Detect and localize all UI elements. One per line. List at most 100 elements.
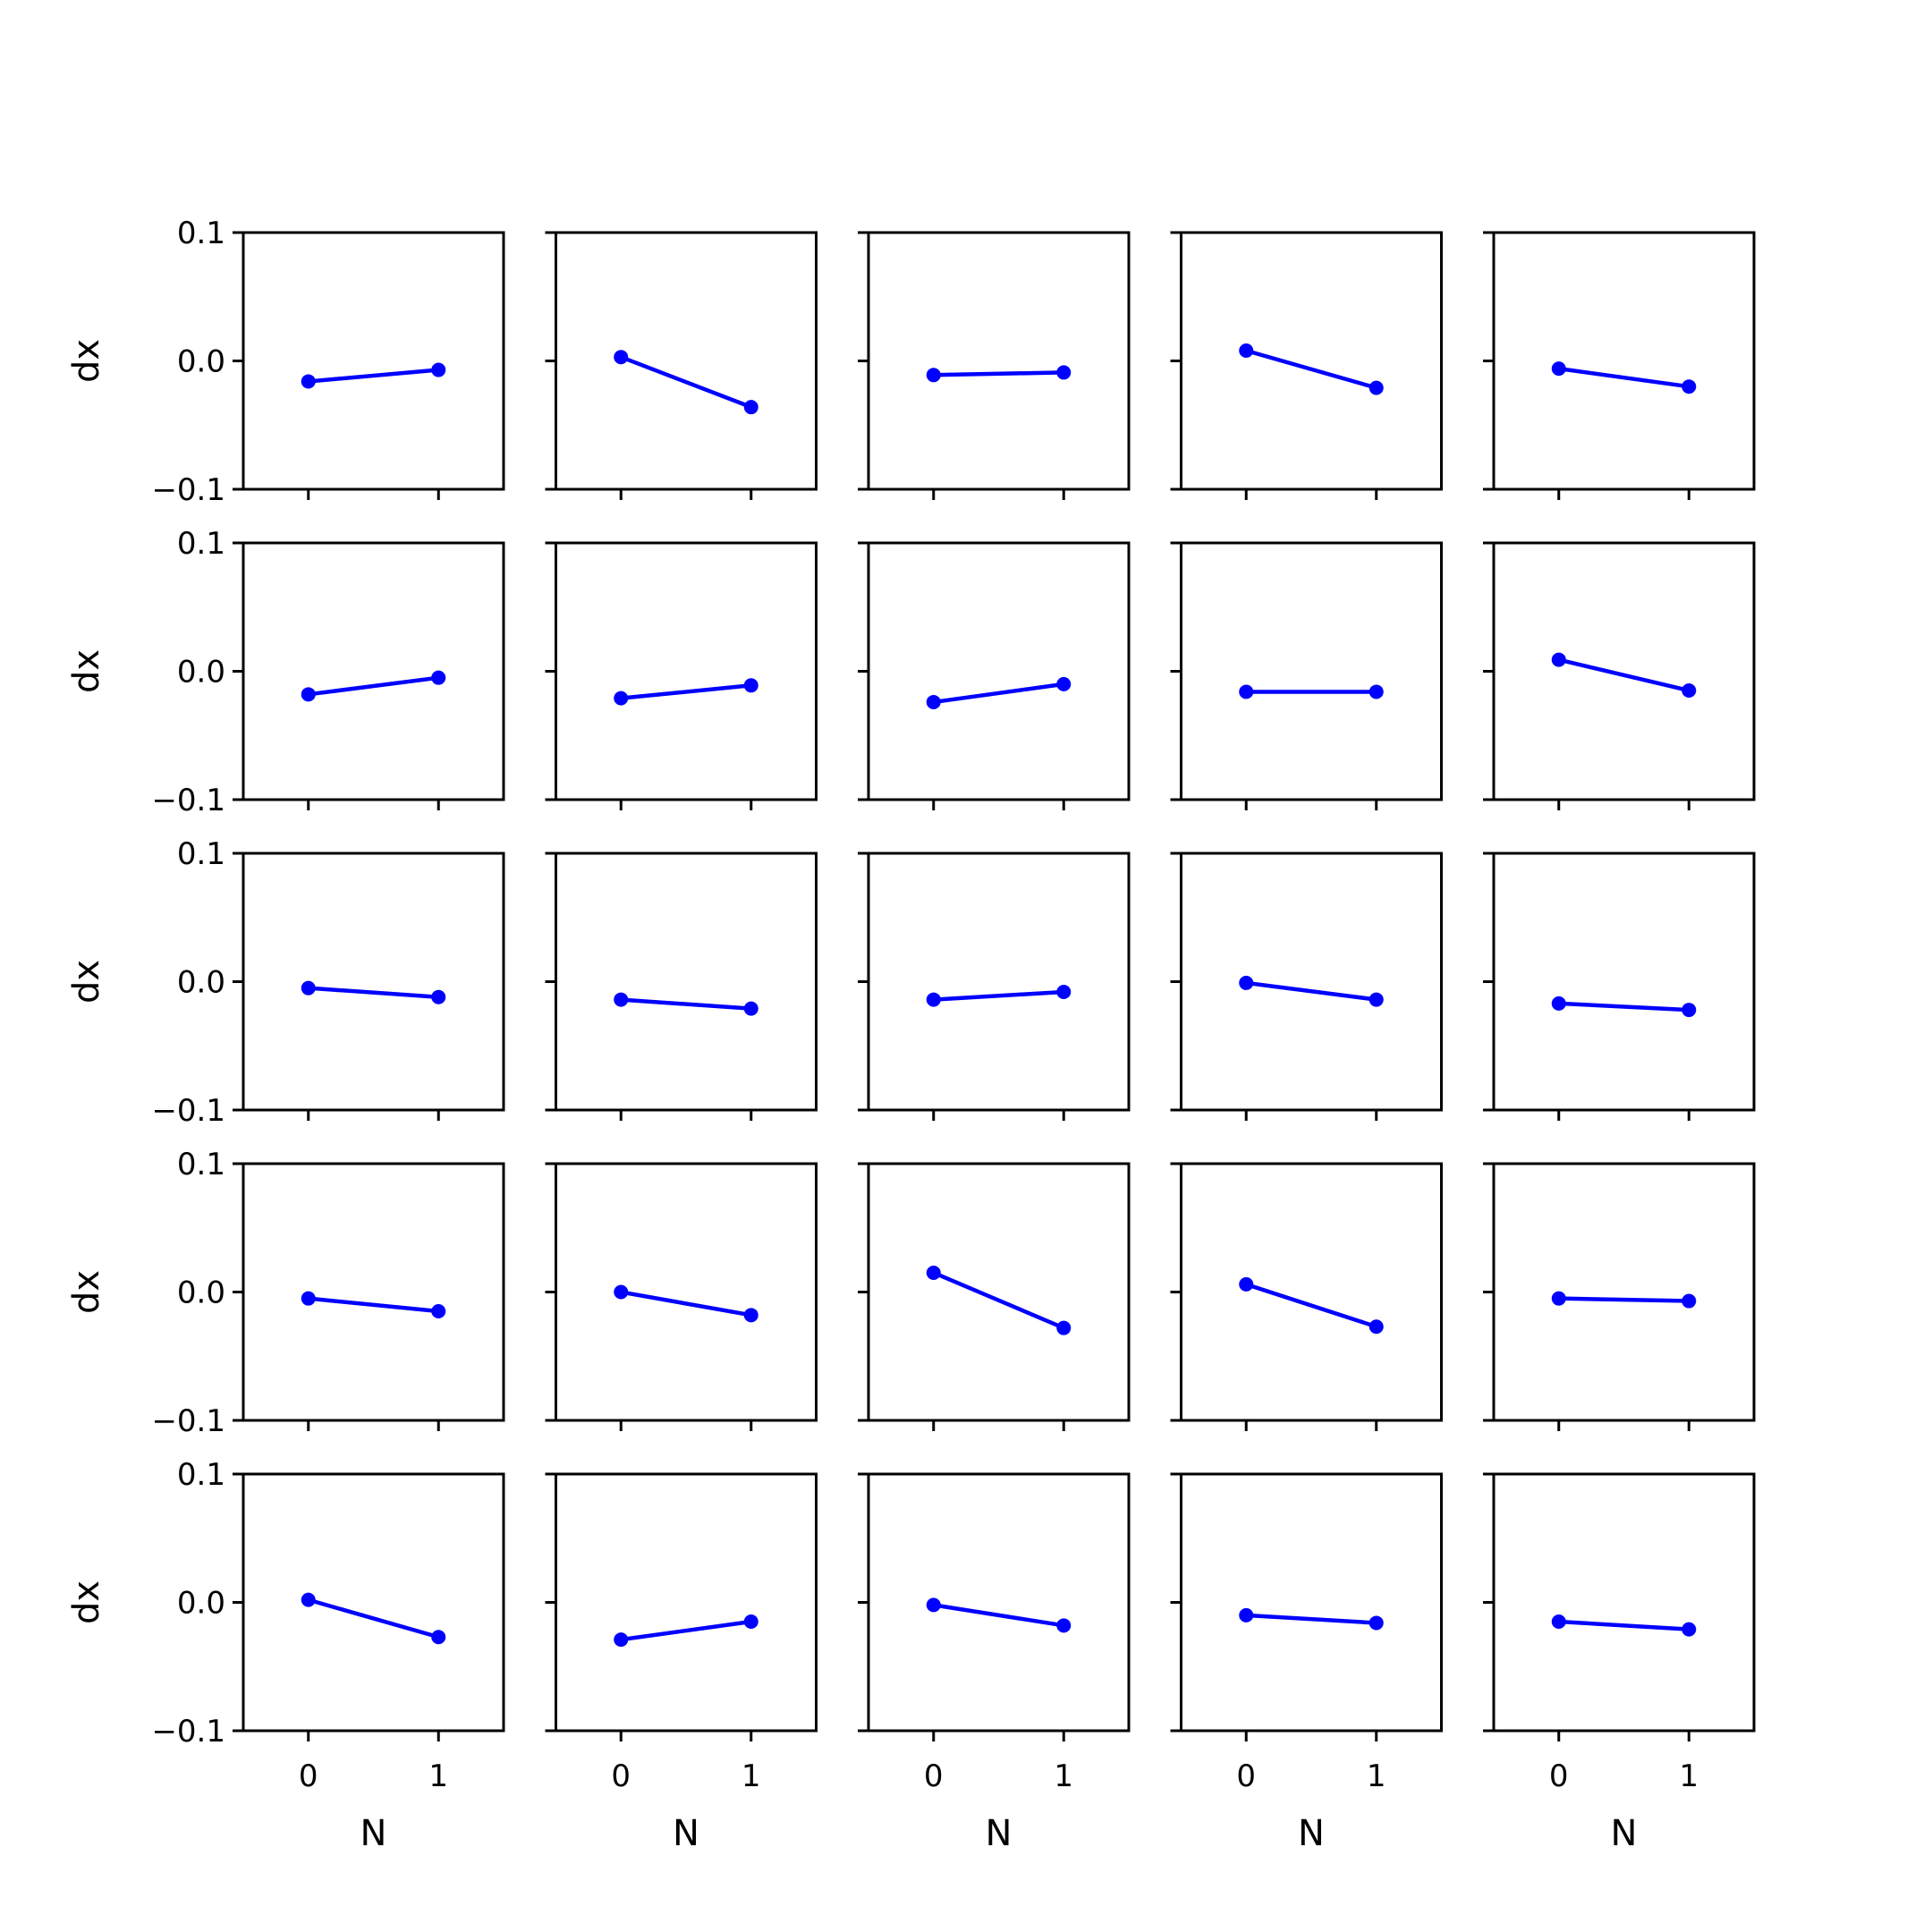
y-tick-label: −0.1 [151, 1403, 225, 1439]
data-point [614, 1632, 629, 1648]
data-point [1368, 380, 1384, 395]
y-tick-label: 0.0 [177, 1586, 225, 1622]
x-tick-label: 1 [1367, 1758, 1386, 1794]
series-line [931, 1603, 1066, 1628]
data-point [743, 1308, 758, 1323]
data-point [926, 1597, 941, 1613]
data-point [1368, 1615, 1384, 1631]
series-line [931, 989, 1066, 1002]
data-point [743, 400, 758, 415]
plot-frame [1492, 852, 1756, 1112]
subplot-r5-c4: 0 1 N [1170, 1472, 1443, 1854]
y-tick-label: 0.0 [177, 344, 225, 380]
plot-frame [867, 1472, 1131, 1733]
data-point [1682, 1003, 1697, 1018]
x-tick-label: 0 [611, 1758, 631, 1794]
subplot-r2-c3 [858, 541, 1131, 810]
series-line [306, 1296, 441, 1314]
data-point [926, 992, 941, 1007]
x-tick-label: 1 [741, 1758, 761, 1794]
subplot-r4-c5 [1483, 1162, 1756, 1431]
series-line [1556, 657, 1691, 693]
data-point [926, 694, 941, 709]
subplot-r1-c1: −0.1 0.0 0.1 dx [66, 216, 505, 508]
plot-frame [1492, 1162, 1756, 1422]
y-tick-label: −0.1 [151, 1714, 225, 1750]
data-point [1239, 1276, 1254, 1292]
plot-frame [867, 852, 1131, 1112]
subplot-r1-c3 [858, 231, 1131, 500]
y-axis-label: dx [66, 1270, 107, 1314]
y-axis-label: dx [66, 960, 107, 1004]
subplot-r1-c2 [545, 231, 818, 500]
plot-frame [242, 1472, 505, 1733]
data-point [1551, 361, 1566, 377]
subplot-r5-c5: 0 1 N [1483, 1472, 1756, 1854]
series-line [619, 1619, 753, 1642]
subplot-r4-c4 [1170, 1162, 1443, 1431]
x-axis-label: N [360, 1813, 387, 1854]
data-point [1551, 1614, 1566, 1630]
plot-frame [242, 231, 505, 491]
plot-frame [555, 1472, 818, 1733]
data-point [743, 1001, 758, 1016]
y-tick-label: 0.1 [177, 1457, 225, 1493]
series-line [931, 1270, 1066, 1330]
data-point [431, 989, 446, 1004]
data-point [301, 374, 316, 389]
subplot-r1-c4 [1170, 231, 1443, 500]
subplot-r4-c2 [545, 1162, 818, 1431]
series-line [619, 354, 753, 410]
subplot-r3-c3 [858, 852, 1131, 1121]
data-point [301, 980, 316, 996]
data-point [743, 678, 758, 693]
data-point [301, 1291, 316, 1306]
x-tick-label: 1 [428, 1758, 448, 1794]
data-point [743, 1614, 758, 1630]
y-tick-label: −0.1 [151, 783, 225, 818]
data-point [1239, 1607, 1254, 1623]
plot-frame [555, 231, 818, 491]
subplot-r3-c1: −0.1 0.0 0.1 dx [66, 836, 505, 1129]
y-tick-label: 0.1 [177, 526, 225, 562]
data-point [1368, 992, 1384, 1007]
series-line [619, 683, 753, 700]
data-point [926, 368, 941, 383]
y-tick-label: −0.1 [151, 472, 225, 508]
series-line [931, 370, 1066, 377]
plot-frame [1492, 231, 1756, 491]
data-point [1239, 343, 1254, 359]
data-point [1056, 1618, 1072, 1633]
data-point [1682, 1293, 1697, 1309]
data-point [614, 1284, 629, 1300]
series-line [619, 1290, 753, 1318]
plot-frame [1180, 1162, 1443, 1422]
data-point [431, 1630, 446, 1645]
subplot-r3-c2 [545, 852, 818, 1121]
data-point [1368, 684, 1384, 699]
series-line [306, 368, 441, 384]
series-line [1556, 1001, 1691, 1013]
series-line [619, 997, 753, 1011]
data-point [1682, 1622, 1697, 1637]
subplot-r2-c2 [545, 541, 818, 810]
series-line [306, 1597, 441, 1640]
plot-frame [1180, 231, 1443, 491]
x-tick-label: 0 [1236, 1758, 1256, 1794]
y-tick-label: −0.1 [151, 1093, 225, 1129]
x-tick-label: 0 [1549, 1758, 1569, 1794]
data-point [301, 1592, 316, 1607]
plot-frame [555, 1162, 818, 1422]
series-line [306, 675, 441, 697]
y-tick-label: 0.1 [177, 1147, 225, 1182]
data-point [301, 687, 316, 702]
data-point [614, 992, 629, 1007]
subplot-r2-c4 [1170, 541, 1443, 810]
subplot-r1-c5 [1483, 231, 1756, 500]
data-point [431, 670, 446, 685]
data-point [1056, 365, 1072, 380]
series-line [306, 986, 441, 999]
subplot-r2-c1: −0.1 0.0 0.1 dx [66, 526, 505, 818]
subplot-r5-c1: −0.1 0.0 0.1 0 1 dx N [66, 1457, 505, 1854]
